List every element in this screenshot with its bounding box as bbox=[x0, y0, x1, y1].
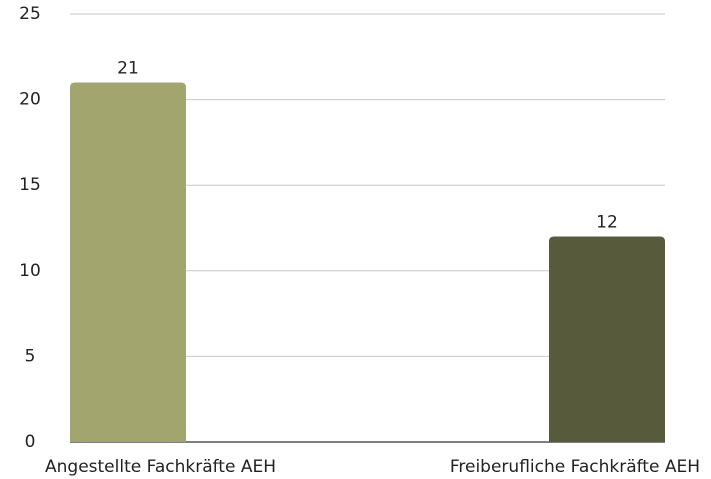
y-tick-label: 15 bbox=[19, 175, 41, 195]
y-tick-label: 0 bbox=[25, 432, 36, 452]
y-tick-label: 5 bbox=[25, 346, 36, 366]
y-tick-label: 25 bbox=[19, 4, 41, 24]
x-tick-label: Freiberufliche Fachkräfte AEH bbox=[450, 457, 700, 477]
x-tick-label: Angestellte Fachkräfte AEH bbox=[45, 457, 276, 477]
value-label: 12 bbox=[596, 213, 618, 233]
bar bbox=[549, 236, 665, 442]
bar bbox=[70, 82, 186, 442]
y-tick-label: 10 bbox=[19, 261, 41, 281]
value-label: 21 bbox=[117, 58, 139, 78]
y-tick-label: 20 bbox=[19, 90, 41, 110]
